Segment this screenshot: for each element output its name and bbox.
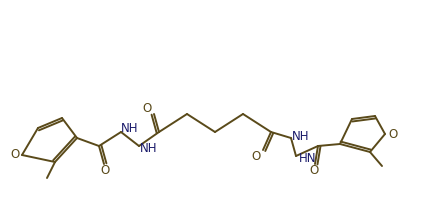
- Text: NH: NH: [140, 143, 158, 156]
- Text: O: O: [309, 164, 319, 177]
- Text: NH: NH: [292, 130, 310, 143]
- Text: O: O: [388, 128, 397, 141]
- Text: O: O: [252, 149, 261, 162]
- Text: NH: NH: [121, 122, 139, 135]
- Text: O: O: [100, 164, 110, 177]
- Text: O: O: [142, 101, 152, 114]
- Text: O: O: [10, 149, 19, 162]
- Text: HN: HN: [299, 152, 317, 166]
